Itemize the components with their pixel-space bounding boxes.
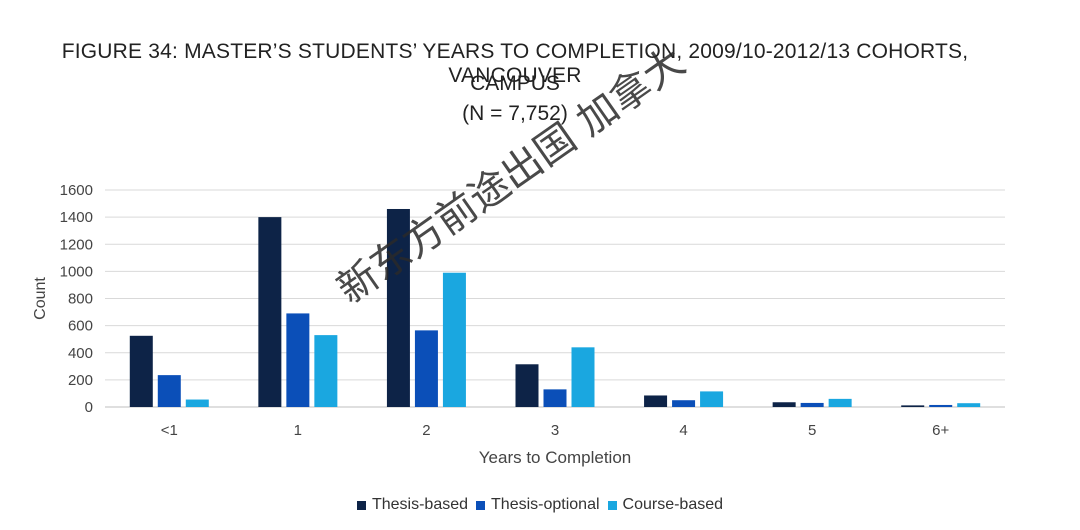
bar-thesis-optional [543,389,567,407]
x-tick-label: 6+ [932,422,949,439]
bar-course-based [314,335,338,407]
chart-legend: Thesis-based Thesis-optional Course-based [0,496,1080,514]
y-tick-label: 1200 [60,236,93,253]
y-tick-label: 600 [68,318,93,335]
bar-thesis-based [644,395,668,407]
y-tick-label: 0 [85,399,93,416]
y-tick-label: 1400 [60,209,93,226]
bar-course-based [957,403,981,407]
legend-swatch [607,500,617,510]
bar-thesis-based [515,364,539,407]
bar-thesis-optional [286,313,310,407]
bar-course-based [828,398,852,407]
x-tick-label: 1 [294,422,302,439]
y-tick-label: 400 [68,345,93,362]
bar-course-based [700,391,724,407]
bar-course-based [442,272,466,407]
y-tick-label: 1600 [60,182,93,199]
legend-item: Course-based [607,496,724,514]
x-tick-label: <1 [161,422,178,439]
bar-thesis-based [772,402,796,407]
chart-title-line2: CAMPUS [470,72,560,95]
legend-label: Thesis-optional [491,496,600,513]
bar-thesis-based [129,335,153,407]
legend-swatch [356,500,366,510]
y-axis-label: Count [32,277,49,320]
x-tick-label: 5 [808,422,816,439]
bar-thesis-optional [157,375,181,407]
bar-thesis-based [901,405,925,407]
legend-item: Thesis-optional [476,496,600,514]
bar-thesis-optional [414,330,438,407]
x-tick-label: 3 [551,422,559,439]
legend-label: Thesis-based [371,496,469,513]
bar-thesis-based [258,217,282,407]
y-tick-label: 1000 [60,263,93,280]
chart-subtitle: (N = 7,752) [462,102,568,125]
bar-course-based [571,347,595,407]
bar-thesis-optional [929,404,953,407]
bar-thesis-optional [672,400,696,407]
bar-thesis-optional [800,402,824,407]
y-tick-label: 800 [68,291,93,308]
x-tick-label: 4 [679,422,687,439]
y-tick-label: 200 [68,372,93,389]
bar-course-based [185,399,209,407]
x-tick-label: 2 [422,422,430,439]
legend-swatch [476,500,486,510]
legend-label: Course-based [622,496,724,513]
chart-title-line1: FIGURE 34: MASTER’S STUDENTS’ YEARS TO C… [61,40,969,87]
bar-thesis-based [386,208,410,407]
x-axis-label: Years to Completion [479,448,631,467]
legend-item: Thesis-based [356,496,469,514]
